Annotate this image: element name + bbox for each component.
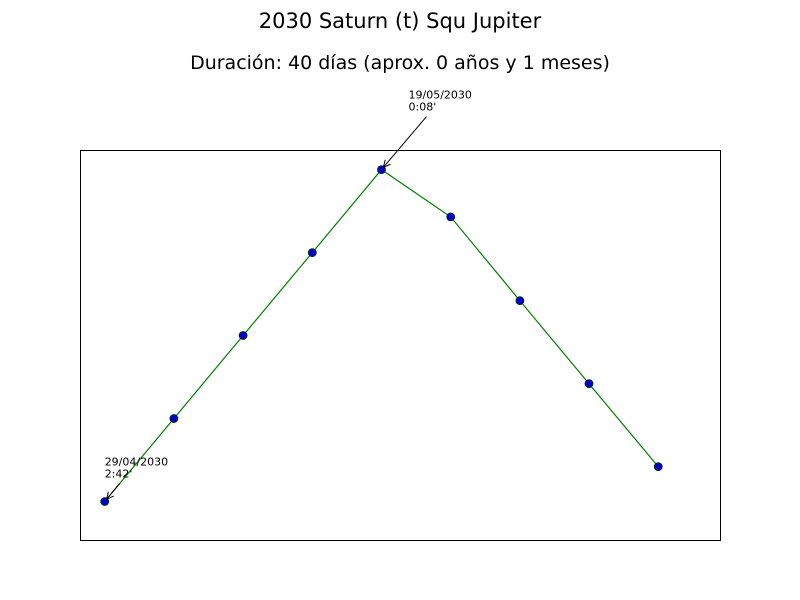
series-markers [100, 165, 663, 506]
data-point-6 [515, 296, 525, 306]
annotation-date-1: 19/05/2030 [409, 89, 472, 102]
series-line [104, 168, 659, 502]
plot-area-frame [80, 150, 721, 541]
chart-subtitle: Duración: 40 días (aprox. 0 años y 1 mes… [190, 52, 610, 74]
annotation-arrow-0 [107, 483, 121, 500]
annotation-date-0: 29/04/2030 [105, 456, 168, 469]
chart-title: 2030 Saturn (t) Squ Jupiter [259, 9, 542, 33]
annotation-value-1: 0:08' [409, 101, 437, 114]
data-point-5 [446, 212, 456, 222]
data-point-7 [584, 379, 594, 389]
annotation-value-0: 2:42' [105, 468, 133, 481]
data-point-2 [238, 331, 248, 340]
annotation-arrow-1 [383, 116, 427, 168]
data-point-8 [653, 462, 663, 472]
data-point-1 [169, 414, 179, 423]
data-point-3 [307, 248, 317, 258]
